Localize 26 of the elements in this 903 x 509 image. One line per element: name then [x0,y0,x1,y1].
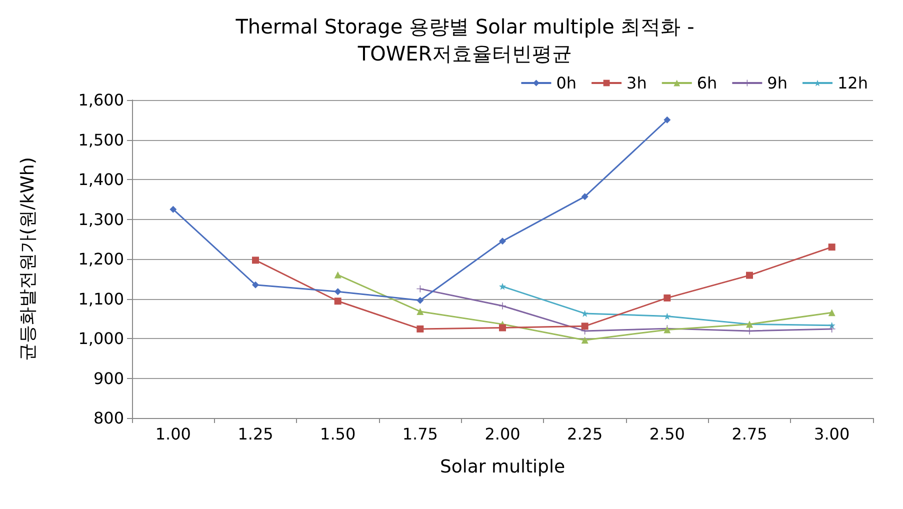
legend-label: 0h [556,74,577,92]
x-tick-label: 1.25 [238,424,274,444]
y-tick-label: 1,000 [78,329,124,348]
x-tick-label: 1.50 [320,424,356,444]
x-tick-label: 2.25 [567,424,603,444]
y-tick-label: 1,600 [78,90,124,110]
x-axis-title: Solar multiple [440,456,566,478]
legend-label: 3h [626,74,647,92]
x-tick-label: 2.75 [732,424,768,444]
y-tick-label: 900 [93,368,124,388]
legend-label: 9h [767,74,788,92]
y-tick-label: 1,500 [78,130,124,150]
y-tick-label: 1,300 [78,210,124,229]
x-tick-label: 1.75 [402,424,438,444]
y-tick-label: 1,100 [78,289,124,308]
y-tick-label: 800 [93,408,124,428]
x-tick-label: 1.00 [155,424,191,444]
y-tick-label: 1,400 [78,170,124,189]
chart-title: Thermal Storage 용량별 Solar multiple 최적화 - TOWER저효율터빈평균 [234,14,694,66]
y-tick-label: 1,200 [78,250,124,268]
y-axis-title: 균등화발전원가(원/kWh) [18,157,38,361]
x-tick-label: 2.00 [484,424,520,444]
x-tick-label: 3.00 [814,424,850,444]
legend-label: 12h [838,74,868,92]
legend-label: 6h [696,74,718,92]
x-tick-label: 2.50 [649,424,685,444]
